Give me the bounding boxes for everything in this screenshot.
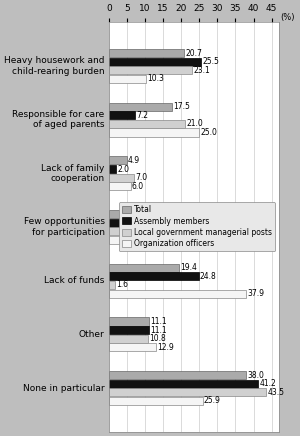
Bar bbox=[109, 103, 172, 111]
Bar bbox=[109, 75, 146, 83]
Text: 41.2: 41.2 bbox=[259, 379, 276, 388]
Text: 23.1: 23.1 bbox=[194, 66, 211, 75]
Bar bbox=[109, 388, 266, 396]
Bar bbox=[109, 219, 125, 227]
Text: 4.6: 4.6 bbox=[127, 218, 139, 227]
Text: 6.0: 6.0 bbox=[132, 182, 144, 191]
Bar bbox=[109, 227, 144, 235]
Bar bbox=[109, 182, 130, 190]
Text: 21.0: 21.0 bbox=[186, 119, 203, 129]
Bar bbox=[109, 157, 127, 164]
Text: 1.6: 1.6 bbox=[116, 280, 128, 290]
Bar bbox=[109, 120, 185, 128]
Bar bbox=[109, 165, 116, 173]
Text: 10.3: 10.3 bbox=[148, 74, 164, 83]
Text: (%): (%) bbox=[281, 13, 295, 22]
Text: 12.9: 12.9 bbox=[157, 343, 174, 352]
Text: 19.4: 19.4 bbox=[181, 263, 197, 272]
Text: 10.8: 10.8 bbox=[149, 334, 166, 343]
Text: 7.0: 7.0 bbox=[136, 173, 148, 182]
Bar bbox=[109, 397, 202, 405]
Text: 38.0: 38.0 bbox=[248, 371, 265, 380]
Text: 2.0: 2.0 bbox=[118, 164, 130, 174]
Text: 7.2: 7.2 bbox=[136, 111, 148, 120]
Text: 17.5: 17.5 bbox=[174, 102, 190, 111]
Text: 25.5: 25.5 bbox=[202, 57, 219, 66]
Bar bbox=[109, 236, 143, 244]
Legend: Total, Assembly members, Local government managerial posts, Organization officer: Total, Assembly members, Local governmen… bbox=[119, 202, 275, 251]
Text: 37.9: 37.9 bbox=[248, 289, 264, 298]
Bar bbox=[109, 174, 134, 182]
Bar bbox=[109, 290, 246, 298]
Text: 9.7: 9.7 bbox=[146, 227, 158, 236]
Text: 8.1: 8.1 bbox=[140, 210, 152, 218]
Text: 25.0: 25.0 bbox=[201, 128, 218, 137]
Bar bbox=[109, 49, 184, 57]
Text: 11.1: 11.1 bbox=[150, 326, 167, 334]
Text: 24.8: 24.8 bbox=[200, 272, 217, 281]
Bar bbox=[109, 281, 115, 289]
Bar bbox=[109, 129, 199, 136]
Bar bbox=[109, 210, 138, 218]
Bar bbox=[109, 272, 199, 280]
Bar bbox=[109, 317, 149, 326]
Text: 43.5: 43.5 bbox=[268, 388, 285, 397]
Bar bbox=[109, 66, 192, 74]
Bar bbox=[109, 58, 201, 66]
Bar bbox=[109, 326, 149, 334]
Bar bbox=[109, 264, 179, 272]
Bar bbox=[109, 371, 246, 379]
Bar bbox=[109, 335, 148, 343]
Bar bbox=[109, 343, 155, 351]
Bar bbox=[109, 111, 135, 119]
Text: 25.9: 25.9 bbox=[204, 396, 221, 405]
Text: 4.9: 4.9 bbox=[128, 156, 140, 165]
Text: 11.1: 11.1 bbox=[150, 317, 167, 326]
Bar bbox=[109, 380, 258, 388]
Text: 20.7: 20.7 bbox=[185, 48, 202, 58]
Text: 9.5: 9.5 bbox=[145, 235, 157, 245]
